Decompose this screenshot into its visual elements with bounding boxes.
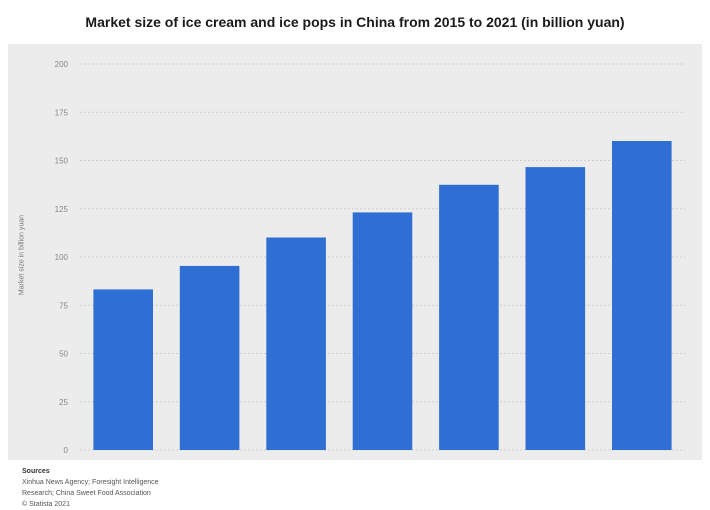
y-tick-label: 100 bbox=[55, 253, 69, 262]
y-tick-label: 150 bbox=[55, 157, 69, 166]
y-tick-label: 75 bbox=[59, 301, 68, 310]
bar-2021[interactable] bbox=[612, 141, 672, 450]
bar-2018[interactable] bbox=[352, 212, 413, 450]
y-tick-label: 0 bbox=[64, 446, 69, 455]
bar-2017[interactable] bbox=[266, 237, 326, 451]
bar-2019[interactable] bbox=[439, 184, 499, 451]
source-line: © Statista 2021 bbox=[22, 501, 70, 508]
y-tick-label: 50 bbox=[59, 350, 68, 359]
bars bbox=[93, 141, 672, 451]
y-tick-labels: 0 25 50 75 100 125 150 175 200 bbox=[55, 60, 69, 455]
bar-2016[interactable] bbox=[179, 265, 240, 450]
bar-2015[interactable] bbox=[93, 289, 153, 450]
source-block: Sources Xinhua News Agency; Foresight In… bbox=[22, 466, 159, 510]
chart-title: Market size of ice cream and ice pops in… bbox=[85, 14, 625, 30]
source-line: Xinhua News Agency; Foresight Intelligen… bbox=[22, 479, 159, 486]
y-tick-label: 200 bbox=[55, 60, 69, 69]
y-tick-label: 25 bbox=[59, 398, 68, 407]
y-axis-label: Market size in billion yuan bbox=[18, 214, 26, 296]
bar-2020[interactable] bbox=[525, 167, 586, 450]
y-tick-label: 125 bbox=[55, 205, 69, 214]
source-line: Research; China Sweet Food Association bbox=[22, 490, 151, 497]
source-heading: Sources bbox=[22, 468, 50, 475]
y-tick-label: 175 bbox=[55, 108, 69, 117]
